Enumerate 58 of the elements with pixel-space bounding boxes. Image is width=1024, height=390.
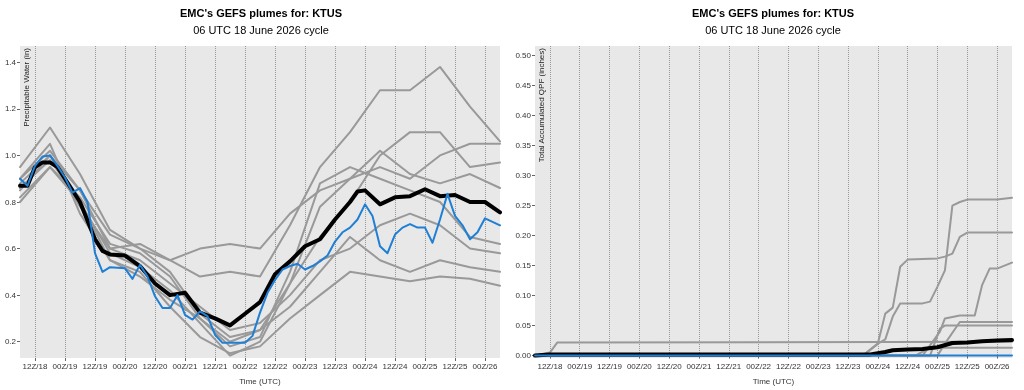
x-tick-label: 12Z/20	[142, 361, 168, 371]
y-tick-label: 0.6	[4, 244, 17, 254]
x-axis-title: Time (UTC)	[752, 376, 795, 386]
x-tick-label: 00Z/19	[567, 361, 593, 371]
y-tick-label: 0.25	[515, 201, 532, 211]
x-tick-label: 12Z/18	[22, 361, 48, 371]
y-tick-label: 1.4	[4, 57, 17, 67]
y-tick-label: 0.00	[515, 351, 532, 361]
chart-subtitle: 06 UTC 18 June 2026 cycle	[193, 23, 329, 36]
x-tick-label: 12Z/22	[262, 361, 288, 371]
x-tick-label: 00Z/20	[112, 361, 138, 371]
y-tick-label: 1.2	[4, 104, 17, 114]
y-tick-label: 0.10	[515, 291, 532, 301]
x-tick-label: 00Z/24	[865, 361, 891, 371]
x-axis-title: Time (UTC)	[239, 376, 282, 386]
x-tick-label: 00Z/25	[412, 361, 438, 371]
x-tick-label: 12Z/21	[202, 361, 228, 371]
y-tick-label: 0.05	[515, 321, 532, 331]
y-tick-label: 0.50	[515, 51, 532, 61]
x-tick-label: 00Z/25	[925, 361, 951, 371]
x-tick-label: 12Z/21	[716, 361, 742, 371]
x-tick-label: 12Z/18	[537, 361, 563, 371]
y-tick-label: 0.35	[515, 141, 532, 151]
y-tick-label: 0.2	[4, 337, 17, 347]
x-tick-label: 00Z/22	[232, 361, 258, 371]
x-tick-label: 12Z/19	[597, 361, 623, 371]
y-tick-label: 0.30	[515, 171, 532, 181]
x-tick-label: 00Z/21	[686, 361, 712, 371]
x-tick-label: 12Z/23	[835, 361, 862, 371]
y-tick-label: 0.40	[515, 111, 532, 121]
y-tick-label: 0.45	[515, 81, 532, 91]
x-tick-label: 12Z/22	[775, 361, 802, 371]
chart-subtitle: 06 UTC 18 June 2026 cycle	[705, 23, 841, 36]
x-tick-label: 00Z/23	[292, 361, 318, 371]
x-tick-label: 12Z/23	[322, 361, 348, 371]
x-tick-label: 12Z/19	[82, 361, 108, 371]
y-tick-label: 0.20	[515, 231, 532, 241]
chart-title: EMC's GEFS plumes for: KTUS	[691, 6, 855, 19]
x-tick-label: 00Z/22	[746, 361, 772, 371]
x-tick-label: 00Z/21	[172, 361, 198, 371]
x-tick-label: 00Z/23	[805, 361, 832, 371]
x-tick-label: 00Z/24	[352, 361, 378, 371]
y-tick-label: 0.4	[4, 290, 17, 300]
y-axis-title: Total Accumulated QPF (inches)	[536, 47, 546, 163]
x-tick-label: 00Z/19	[52, 361, 78, 371]
y-tick-label: 0.8	[4, 197, 17, 207]
x-tick-label: 12Z/24	[895, 361, 921, 371]
x-tick-label: 12Z/25	[442, 361, 468, 371]
x-tick-label: 12Z/20	[656, 361, 683, 371]
x-tick-label: 12Z/25	[954, 361, 981, 371]
x-tick-label: 00Z/26	[984, 361, 1011, 371]
y-tick-label: 1.0	[4, 150, 17, 160]
x-tick-label: 00Z/26	[472, 361, 498, 371]
x-tick-label: 12Z/24	[382, 361, 408, 371]
y-tick-label: 0.15	[515, 261, 532, 271]
x-tick-label: 00Z/20	[626, 361, 653, 371]
chart-title: EMC's GEFS plumes for: KTUS	[179, 6, 343, 19]
y-axis-title: Precipitable Water (in)	[21, 47, 31, 127]
